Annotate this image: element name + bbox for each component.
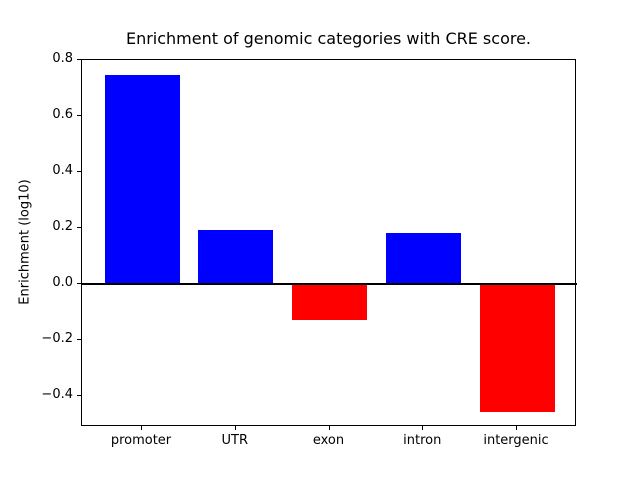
y-tick-label: −0.4: [41, 387, 73, 403]
x-tick-mark: [516, 426, 517, 430]
x-tick-mark: [422, 426, 424, 430]
zero-line: [82, 283, 577, 286]
y-tick-label: 0.0: [52, 275, 73, 291]
y-tick-mark: [77, 395, 81, 397]
y-tick-label: −0.2: [41, 331, 73, 347]
y-tick-mark: [77, 171, 81, 173]
y-tick-mark: [77, 339, 81, 341]
y-tick-mark: [77, 115, 81, 117]
x-tick-label-intron: intron: [403, 433, 442, 448]
x-tick-label-exon: exon: [312, 433, 345, 448]
y-tick-label: 0.4: [52, 163, 73, 179]
x-tick-label-promoter: promoter: [110, 433, 172, 448]
y-tick-label: 0.6: [52, 107, 73, 123]
chart-title: Enrichment of genomic categories with CR…: [125, 29, 532, 48]
y-tick-label: 0.2: [52, 219, 73, 235]
x-tick-label-UTR: UTR: [221, 433, 249, 448]
bar-intergenic: [479, 284, 555, 412]
bar-exon: [292, 284, 367, 320]
bar-UTR: [198, 230, 274, 285]
x-tick-mark: [141, 426, 142, 430]
x-tick-label-intergenic: intergenic: [483, 433, 549, 448]
y-tick-mark: [77, 283, 81, 285]
y-tick-mark: [77, 227, 81, 229]
bar-intron: [385, 233, 461, 285]
bar-promoter: [104, 75, 180, 285]
y-tick-mark: [77, 59, 81, 60]
y-tick-label: 0.8: [52, 51, 73, 66]
x-tick-mark: [328, 426, 330, 430]
plot-area: [81, 59, 577, 426]
x-tick-mark: [234, 426, 236, 430]
